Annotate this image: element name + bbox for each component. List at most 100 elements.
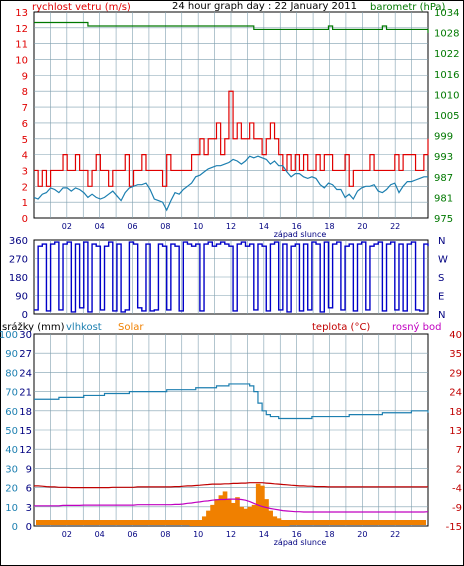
pressure-tick-label: 1022	[434, 49, 459, 60]
temperature-tick-label: 35	[449, 349, 462, 360]
temperature-tick-label: -9	[452, 503, 462, 514]
dew-point-label: rosný bod	[392, 321, 441, 333]
solar-bar	[218, 495, 224, 526]
x-tick-label: 04	[95, 222, 105, 231]
rain-tick-label: 15	[19, 426, 32, 437]
solar-bar	[264, 499, 269, 526]
humidity-tick-label: 0	[12, 522, 18, 533]
humidity-tick-label: 50	[5, 426, 18, 437]
rain-axis-label: srážky (mm)	[2, 321, 65, 333]
rain-tick-label: 27	[19, 349, 32, 360]
rain-tick-label: 3	[26, 503, 32, 514]
solar-bar	[222, 491, 228, 526]
humidity-tick-label: 80	[5, 368, 18, 379]
temperature-tick-label: 24	[449, 388, 462, 399]
x-tick-label: 08	[160, 222, 170, 231]
rain-tick-label: 12	[19, 445, 32, 456]
x-tick-label: 16	[292, 530, 302, 539]
x-tick-label: 02	[62, 530, 72, 539]
solar-bar	[247, 506, 253, 526]
wind-tick-label: 10	[15, 56, 28, 67]
pressure-axis-label: barometr (hPa)	[370, 2, 446, 13]
x-tick-label: 20	[357, 530, 367, 539]
humidity-tick-label: 20	[5, 484, 18, 495]
pressure-tick-label: 975	[434, 214, 453, 225]
rain-tick-label: 30	[19, 330, 32, 341]
humidity-tick-label: 70	[5, 388, 18, 399]
x-tick-label: 10	[193, 222, 203, 231]
chart-title: 24 hour graph day : 22 January 2011	[172, 1, 357, 12]
x-tick-label: 02	[62, 222, 72, 231]
wind-tick-label: 12	[15, 24, 28, 35]
direction-tick-label: 0	[22, 310, 28, 321]
humidity-label: vlhkost	[66, 322, 102, 333]
compass-tick-label: N	[438, 310, 445, 321]
temperature-tick-label: 7	[456, 445, 462, 456]
solar-bar	[272, 516, 278, 526]
temperature-tick-label: 2	[456, 464, 462, 475]
solar-bar	[284, 524, 290, 526]
solar-bar	[206, 510, 211, 526]
humidity-tick-label: 10	[5, 503, 18, 514]
compass-tick-label: S	[438, 273, 444, 284]
solar-bar	[189, 524, 195, 526]
solar-bar	[251, 504, 257, 526]
solar-bar	[268, 510, 273, 526]
wind-tick-label: 9	[22, 71, 28, 82]
wind-tick-label: 8	[22, 87, 28, 98]
wind-gust-series	[34, 90, 429, 187]
solar-bar	[210, 504, 215, 526]
solar-bar	[214, 499, 220, 526]
temperature-tick-label: -4	[452, 484, 462, 495]
pressure-tick-label: 1034	[434, 8, 459, 19]
solar-bar	[231, 502, 236, 526]
wind-average-series	[33, 155, 428, 212]
x-tick-label: 20	[357, 222, 367, 231]
temperature-label: teplota (°C)	[312, 322, 370, 333]
x-tick-label: 18	[324, 530, 334, 539]
pressure-tick-label: 1005	[434, 111, 459, 122]
x-tick-label: 16	[292, 222, 302, 231]
compass-tick-label: E	[438, 292, 444, 303]
rain-tick-label: 0	[26, 522, 32, 533]
humidity-tick-label: 40	[5, 445, 18, 456]
temperature-tick-label: 40	[449, 330, 462, 341]
humidity-series	[34, 383, 429, 420]
x-tick-label: 22	[390, 222, 400, 231]
rain-tick-label: 24	[19, 368, 32, 379]
wind-tick-label: 7	[22, 103, 28, 114]
temperature-tick-label: 29	[449, 368, 462, 379]
wind-tick-label: 5	[22, 135, 28, 146]
x-tick-label: 12	[226, 530, 236, 539]
direction-tick-label: 360	[9, 236, 28, 247]
solar-bar	[193, 522, 199, 526]
x-tick-label: 06	[127, 222, 137, 231]
pressure-tick-label: 981	[434, 193, 453, 204]
rain-tick-label: 9	[26, 464, 32, 475]
x-tick-label: 10	[193, 530, 203, 539]
compass-tick-label: W	[438, 255, 448, 266]
x-tick-label: 12	[226, 222, 236, 231]
solar-bar	[243, 508, 249, 526]
solar-bar	[239, 506, 244, 526]
rain-tick-label: 18	[19, 407, 32, 418]
wind-tick-label: 0	[22, 214, 28, 225]
rain-tick-label: 21	[19, 388, 32, 399]
humidity-tick-label: 30	[5, 464, 18, 475]
wind-tick-label: 1	[22, 198, 28, 209]
x-tick-label: 14	[259, 530, 269, 539]
solar-bar	[235, 497, 240, 526]
dew-point-series	[34, 498, 429, 513]
temperature-series	[34, 482, 428, 489]
solar-bar	[276, 518, 282, 526]
compass-tick-label: N	[438, 236, 445, 247]
direction-tick-label: 90	[15, 292, 28, 303]
temperature-tick-label: 18	[449, 407, 462, 418]
humidity-tick-label: 60	[5, 407, 18, 418]
wind-tick-label: 3	[22, 166, 28, 177]
sunset-annotation: západ slunce	[274, 230, 327, 239]
wind-axis-label: rychlost vetru (m/s)	[32, 2, 131, 13]
solar-bar	[280, 520, 286, 526]
pressure-tick-label: 1010	[434, 90, 459, 101]
